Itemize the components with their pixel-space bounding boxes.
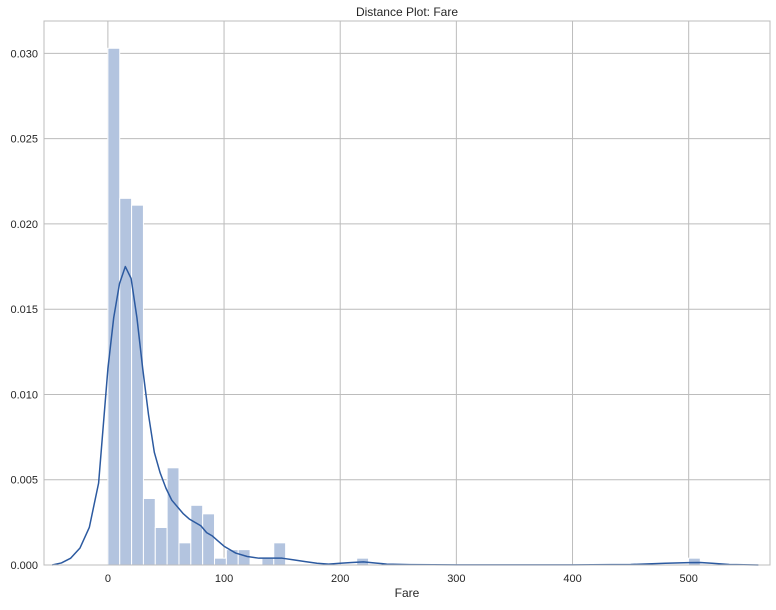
histogram-bar [142,497,156,566]
histogram-bar [190,504,204,566]
histogram-bars [107,47,701,566]
plot-border [43,20,771,566]
histogram-bar [687,557,701,566]
histogram-bar [131,204,144,566]
x-tick-label: 300 [447,573,465,585]
y-tick-label: 0.030 [10,48,38,60]
histogram-bar [154,526,168,566]
axes-frame [43,20,771,566]
x-tick-label: 500 [680,573,698,585]
chart-title: Distance Plot: Fare [356,5,458,19]
x-tick-label: 0 [105,573,111,585]
x-axis-label: Fare [395,586,420,600]
y-tick-label: 0.010 [10,389,38,401]
y-tick-label: 0.025 [10,134,38,146]
histogram-bar [202,513,216,566]
y-tick-label: 0.015 [10,304,38,316]
y-tick-label: 0.020 [10,219,38,231]
histogram-bar [261,557,275,566]
histogram-bar [225,549,239,566]
grid-lines [44,21,770,566]
histogram-bar [119,197,133,566]
tick-labels: 0 100 200 300 400 500 0.000 0.005 0.010 0.015 0.02… [10,48,697,585]
histogram-bar [214,557,227,566]
y-tick-label: 0.005 [10,475,38,487]
x-tick-label: 200 [331,573,349,585]
y-tick-label: 0.000 [10,560,38,572]
x-tick-label: 100 [215,573,233,585]
kde-curve-layer [51,265,759,566]
histogram-bar [166,467,180,566]
x-tick-label: 400 [563,573,581,585]
histogram-bar [273,542,287,566]
histogram-bar [107,47,121,566]
kde-curve [51,265,759,566]
histogram-bar [178,542,192,566]
